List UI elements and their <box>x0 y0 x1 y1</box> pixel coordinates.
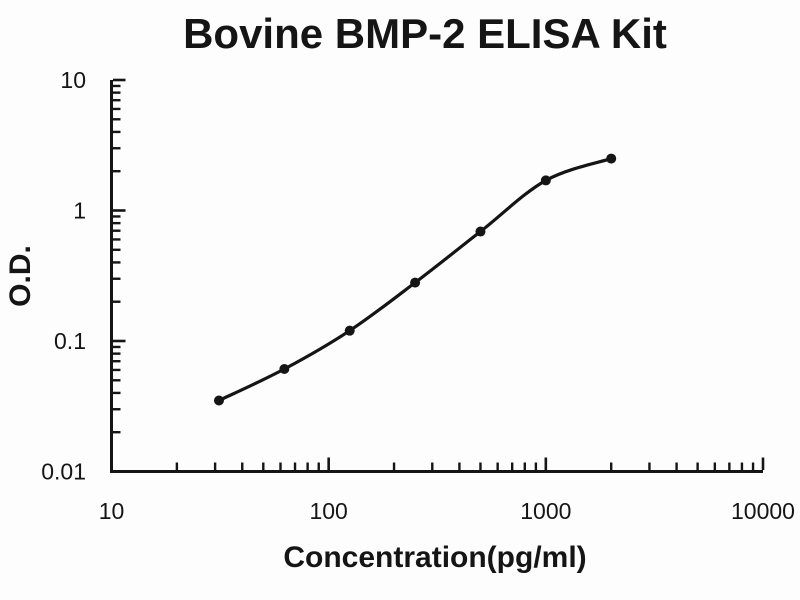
data-point-marker <box>213 395 224 406</box>
data-point-marker <box>410 277 421 288</box>
x-tick-label: 1000 <box>520 498 571 524</box>
data-point-marker <box>279 364 290 375</box>
y-tick-label: 10 <box>60 67 86 93</box>
data-point-marker <box>540 175 551 186</box>
data-point-marker <box>344 325 355 336</box>
x-tick-label: 10 <box>99 498 125 524</box>
x-axis-label: Concentration(pg/ml) <box>283 541 587 574</box>
chart-title: Bovine BMP-2 ELISA Kit <box>183 10 667 57</box>
y-tick-label: 0.1 <box>54 328 86 354</box>
axes <box>110 80 763 473</box>
y-tick-label: 1 <box>73 198 86 224</box>
x-tick-label: 10000 <box>731 498 795 524</box>
data-point-marker <box>606 153 617 164</box>
x-tick-label: 100 <box>309 498 347 524</box>
data-point-marker <box>475 226 486 237</box>
y-tick-label: 0.01 <box>41 459 86 485</box>
